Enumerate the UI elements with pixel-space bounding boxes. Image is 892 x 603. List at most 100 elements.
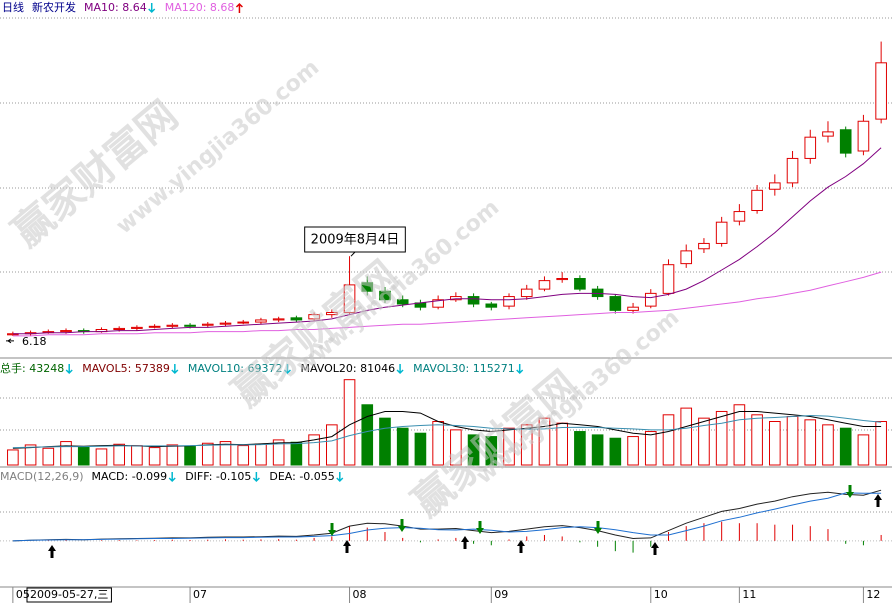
candle-body xyxy=(698,242,710,250)
trend-arrow xyxy=(516,364,524,375)
legend-text: MACD(12,26,9) xyxy=(0,470,84,483)
volume-bar xyxy=(7,449,19,466)
candle-body xyxy=(822,131,834,137)
x-tick-label: 11 xyxy=(742,588,756,601)
candle-body xyxy=(272,318,285,321)
candle-body xyxy=(131,326,143,329)
trend-arrow xyxy=(283,364,291,375)
candle-body xyxy=(786,157,799,184)
candle-body xyxy=(237,321,250,324)
volume-bar xyxy=(450,429,462,466)
low-label: 6.18 xyxy=(22,335,47,348)
candle-body xyxy=(396,299,409,305)
candle-body xyxy=(361,282,374,292)
candle-body xyxy=(627,306,639,311)
volume-bar xyxy=(396,427,409,466)
volume-bar xyxy=(255,443,267,466)
volume-bar xyxy=(60,441,72,466)
volume-bar xyxy=(467,434,480,466)
legend-text: DIFF: -0.105 xyxy=(185,470,251,483)
x-tick-label: 05 xyxy=(16,588,30,601)
volume-bar xyxy=(219,441,232,466)
volume-bar xyxy=(733,404,746,466)
volume-bar xyxy=(680,407,693,466)
volume-bar xyxy=(644,431,657,466)
candle-body xyxy=(715,221,728,244)
candle-body xyxy=(467,296,480,305)
trend-arrow xyxy=(168,472,176,483)
candle-body xyxy=(308,314,320,320)
indicator-line xyxy=(12,271,882,337)
annotation: 2009年8月4日 xyxy=(311,233,400,248)
x-tick-label: 10 xyxy=(654,588,668,601)
trend-arrow xyxy=(171,364,179,375)
indicator-line xyxy=(12,411,882,449)
candle-body xyxy=(184,324,196,327)
volume-bar xyxy=(148,447,161,466)
volume-bar xyxy=(290,441,303,466)
annotation-box xyxy=(304,226,406,253)
volume-bar xyxy=(609,437,622,466)
legend-text: 新农开发 xyxy=(32,0,76,14)
candle-body xyxy=(326,312,338,316)
volume-bar xyxy=(591,434,604,466)
cursor-box xyxy=(26,587,112,603)
volume-bar xyxy=(662,414,675,466)
trend-arrow xyxy=(235,2,243,13)
low-arrow xyxy=(6,338,14,344)
x-tick-label: 07 xyxy=(193,588,207,601)
annotation-pointer xyxy=(350,251,356,257)
volume-bar xyxy=(751,414,763,466)
volume-bar xyxy=(574,431,586,466)
candle-body xyxy=(839,129,852,154)
volume-bar xyxy=(113,443,125,466)
legend-text: MAVOL5: 57389 xyxy=(82,362,170,375)
candle-body xyxy=(113,327,125,330)
candle-body xyxy=(166,324,179,327)
trend-arrow xyxy=(396,364,404,375)
cursor-date: 2009-05-27,三 xyxy=(30,588,108,601)
indicator-line xyxy=(12,147,882,335)
candle-body xyxy=(733,211,746,222)
volume-bar xyxy=(237,445,250,466)
volume-bar xyxy=(414,432,427,466)
trend-arrow xyxy=(336,472,344,483)
candle-body xyxy=(680,250,693,265)
separators xyxy=(0,357,892,588)
legend-text: MA10: 8.64 xyxy=(84,1,147,14)
candle-body xyxy=(520,288,533,298)
legend-text: DEA: -0.055 xyxy=(269,470,334,483)
x-tick-label: 08 xyxy=(353,588,367,601)
volume-bar xyxy=(538,417,551,466)
volume-bar xyxy=(520,424,533,466)
trend-arrow xyxy=(148,3,156,14)
candle-body xyxy=(503,296,515,307)
volume-bar xyxy=(131,445,143,466)
candle-body xyxy=(662,264,675,294)
indicator-line xyxy=(12,492,882,542)
candle-body xyxy=(201,323,214,326)
volume-bar xyxy=(379,417,391,466)
candle-body xyxy=(432,299,444,308)
candle-body xyxy=(644,292,657,307)
legend-text: MAVOL30: 115271 xyxy=(413,362,515,375)
candle-body xyxy=(148,325,161,328)
volume-bar xyxy=(875,421,887,466)
candle-body xyxy=(574,278,586,290)
volume-bar xyxy=(24,444,37,466)
volume-bar xyxy=(769,421,781,466)
candle-body xyxy=(609,296,622,311)
candle-body xyxy=(60,330,72,333)
candle-body xyxy=(538,280,551,290)
trend-arrow xyxy=(252,472,260,483)
candle-body xyxy=(219,322,232,325)
volume-bar xyxy=(839,427,852,466)
candle-body xyxy=(875,62,887,120)
volume-bar xyxy=(201,442,214,466)
volume-bar xyxy=(77,446,90,466)
volume-bar xyxy=(166,444,179,466)
signal-arrows xyxy=(48,485,882,558)
candle-body xyxy=(769,182,781,190)
x-tick-label: 12 xyxy=(866,588,880,601)
